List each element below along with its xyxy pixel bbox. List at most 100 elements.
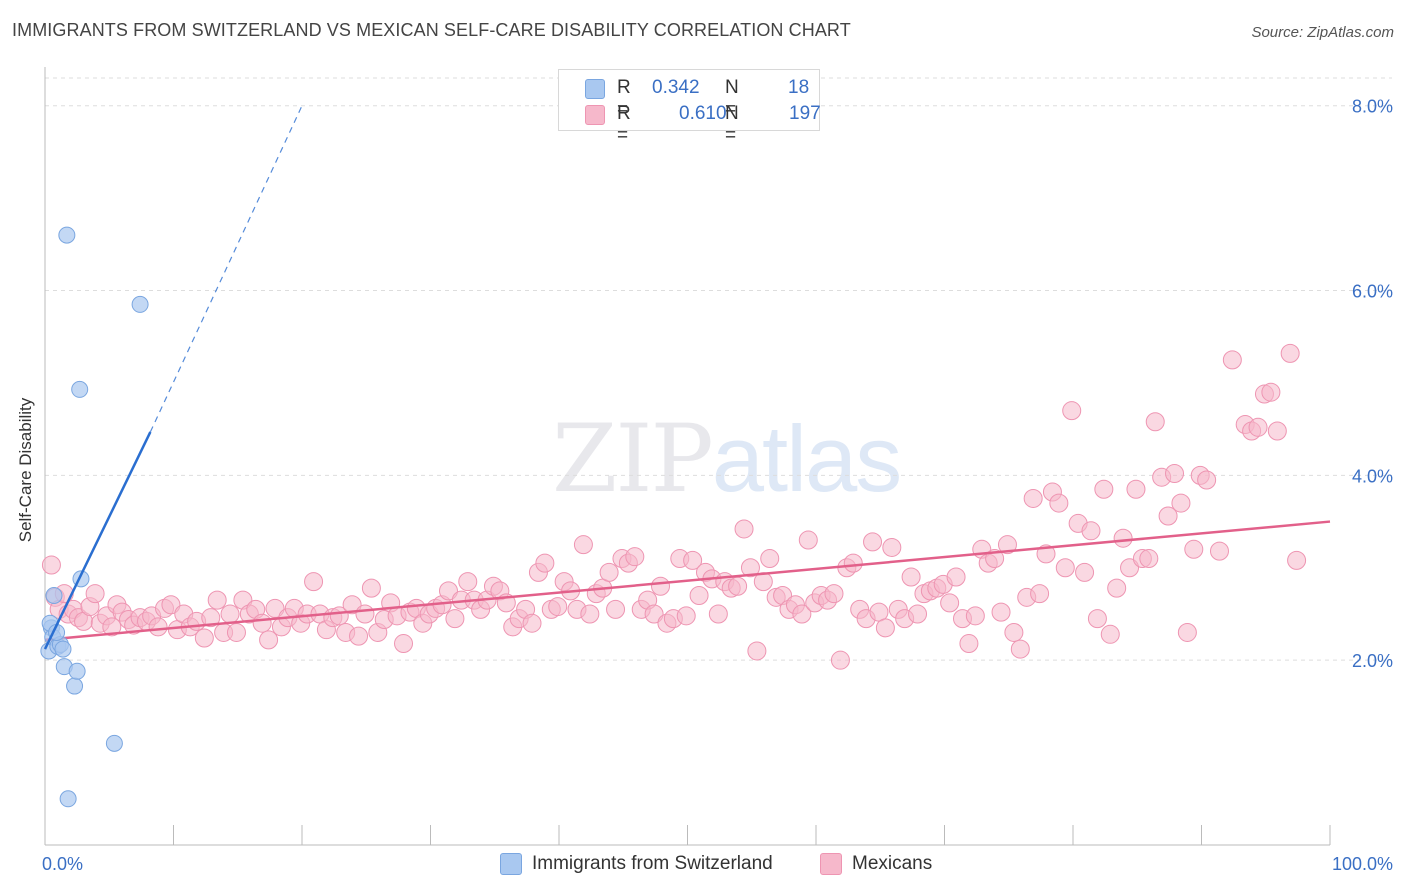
mexicans-point [1261,382,1281,402]
mexicans-point [1120,558,1140,578]
mexicans-point [1062,401,1082,421]
mexicans-point [1100,624,1120,644]
legend-n-label: N = [725,103,739,146]
mexicans-point [458,572,478,592]
mexicans-point [522,613,542,633]
mexicans-point [747,641,767,661]
y-tick-label: 6.0% [1352,282,1393,302]
mexicans-point [394,634,414,654]
mexicans-point [361,578,381,598]
mexicans-point [946,567,966,587]
mexicans-point [1209,541,1229,561]
mexicans-point [1036,544,1056,564]
mexicans-point [1023,488,1043,508]
mexicans-point [349,626,369,646]
y-tick-label: 2.0% [1352,651,1393,671]
swiss-point [131,295,149,313]
mexicans-point [1081,521,1101,541]
bottom-legend-swatch-swiss [500,853,522,875]
mexicans-point [1197,470,1217,490]
mexicans-point [689,585,709,605]
legend-r-value: 0.342 [652,77,700,98]
mexicans-point [102,617,122,637]
mexicans-point [342,595,362,615]
mexicans-point [355,604,375,624]
swiss-point [45,586,63,604]
mexicans-point [1075,562,1095,582]
mexicans-point [734,519,754,539]
mexicans-point [882,537,902,557]
y-axis-label-wrap: Self-Care Disability [6,290,46,650]
mexicans-point [792,604,812,624]
mexicans-point [1248,417,1268,437]
watermark-zip: ZIP [552,405,714,514]
mexicans-point [1280,343,1300,363]
mexicans-point [41,555,61,575]
mexicans-point [798,530,818,550]
mexicans-point [1177,622,1197,642]
mexicans-point [740,558,760,578]
swiss-point [105,734,123,752]
mexicans-point [908,604,928,624]
mexicans-point [1145,412,1165,432]
mexicans-point [304,572,324,592]
legend-r-label: R = [617,103,631,146]
mexicans-point [1158,506,1178,526]
mexicans-point [959,634,979,654]
swiss-trend-line [43,431,152,650]
x-tick-label: 0.0% [42,854,83,874]
mexicans-point [965,606,985,626]
mexicans-point [1287,550,1307,570]
source-label: Source: ZipAtlas.com [1251,24,1394,41]
legend-n-label: N = [725,77,739,120]
mexicans-point [676,606,696,626]
legend-n-value: 18 [788,77,810,98]
mexicans-point [625,547,645,567]
mexicans-point [901,567,921,587]
y-tick-label: 8.0% [1352,97,1393,117]
mexicans-point [843,553,863,573]
mexicans-point [1030,584,1050,604]
mexicans-point [1094,479,1114,499]
legend-r-label: R = [617,77,631,120]
mexicans-point [830,650,850,670]
mexicans-point [683,550,703,570]
bottom-legend-label-swiss: Immigrants from Switzerland [532,853,773,874]
bottom-legend-label-mexicans: Mexicans [852,853,933,874]
mexicans-point [728,576,748,596]
swiss-point [59,790,77,808]
y-tick-label: 4.0% [1352,466,1393,486]
mexicans-point [1010,639,1030,659]
legend: R = 0.342 N = 18 R = 0.610 N = 197 [558,69,821,146]
swiss-point [68,662,86,680]
mexicans-point [194,628,214,648]
watermark: ZIPatlas [552,405,902,514]
mexicans-point [863,532,883,552]
mexicans-point [651,576,671,596]
mexicans-point [824,584,844,604]
mexicans-point [1087,609,1107,629]
legend-swatch-swiss [585,79,605,99]
mexicans-point [580,604,600,624]
mexicans-point [438,581,458,601]
swiss-point [66,677,84,695]
mexicans-point [997,535,1017,555]
mexicans-point [1113,528,1133,548]
legend-swatch-mexicans [585,105,605,125]
mexicans-point [875,618,895,638]
mexicans-point [760,549,780,569]
swiss-point [54,640,72,658]
mexicans-point [1055,558,1075,578]
mexicans-point [161,595,181,615]
mexicans-point [991,602,1011,622]
mexicans-point [708,604,728,624]
mexicans-point [1049,493,1069,513]
swiss-point [58,226,76,244]
mexicans-point [259,630,279,650]
swiss-point [71,380,89,398]
mexicans-point [220,604,240,624]
mexicans-point [226,622,246,642]
mexicans-point [1139,549,1159,569]
mexicans-point [1267,421,1287,441]
